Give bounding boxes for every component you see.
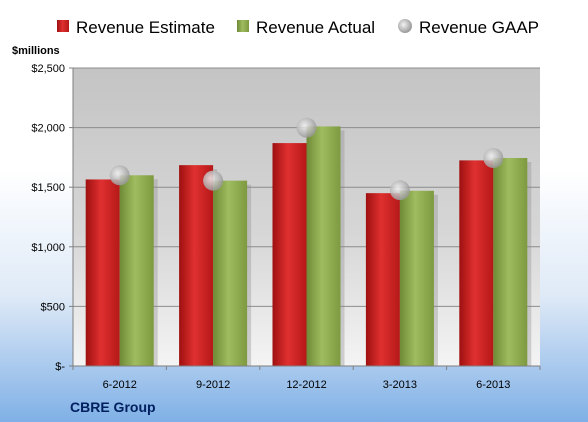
x-tick-label: 12-2012 (286, 379, 326, 391)
estimate-bar (459, 160, 494, 366)
actual-bar (306, 126, 341, 367)
gaap-markers (109, 117, 504, 201)
gaap-marker (296, 117, 317, 138)
estimate-bar (365, 193, 400, 366)
gaap-marker (483, 147, 504, 168)
estimate-bar (272, 143, 307, 366)
y-tick-label: $1,500 (31, 182, 65, 194)
actual-bar (399, 190, 434, 366)
actual-bar (493, 157, 528, 366)
x-axis-ticks: 6-2012 9-2012 12-2012 3-2013 6-2013 (72, 366, 541, 391)
x-tick-label: 9-2012 (196, 379, 230, 391)
actual-bar (119, 175, 154, 366)
estimate-bar (179, 165, 214, 366)
y-tick-label: $- (55, 361, 65, 373)
legend: Revenue Estimate Revenue Actual Revenue … (57, 18, 539, 37)
y-tick-label: $2,500 (31, 63, 65, 75)
y-tick-label: $2,000 (31, 123, 65, 135)
legend-swatch-estimate (57, 20, 69, 32)
legend-label-estimate: Revenue Estimate (76, 18, 215, 37)
gaap-marker (389, 180, 410, 201)
y-tick-label: $1,000 (31, 242, 65, 254)
legend-swatch-gaap (398, 19, 412, 33)
unit-label: $millions (12, 45, 60, 57)
gaap-marker (109, 165, 130, 186)
legend-label-gaap: Revenue GAAP (419, 18, 539, 37)
y-tick-label: $500 (41, 301, 65, 313)
company-label: CBRE Group (70, 399, 156, 415)
gaap-marker (203, 170, 224, 191)
bars (85, 126, 532, 367)
x-tick-label: 6-2012 (103, 379, 137, 391)
estimate-bar (85, 179, 120, 366)
actual-bar (213, 180, 248, 366)
x-tick-label: 6-2013 (476, 379, 510, 391)
legend-label-actual: Revenue Actual (256, 18, 375, 37)
legend-swatch-actual (237, 20, 249, 32)
x-tick-label: 3-2013 (383, 379, 417, 391)
y-axis-ticks: $- $500 $1,000 $1,500 $2,000 $2,500 (31, 63, 73, 373)
